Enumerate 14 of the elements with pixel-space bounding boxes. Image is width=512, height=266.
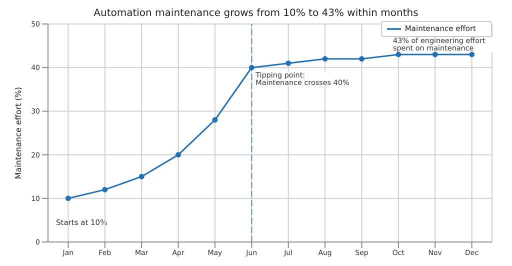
point (396, 52, 402, 58)
point (322, 56, 328, 62)
point (176, 152, 182, 158)
point (248, 64, 254, 70)
point (138, 174, 144, 180)
point (469, 52, 475, 58)
point (102, 186, 108, 192)
chart-title: Automation maintenance grows from 10% to 43% within months (92, 8, 420, 20)
point (65, 196, 71, 202)
y-axis-title: Maintenance effort (%) (14, 86, 23, 180)
point (212, 117, 218, 123)
point (432, 52, 438, 58)
point (358, 56, 364, 62)
point (286, 60, 292, 66)
